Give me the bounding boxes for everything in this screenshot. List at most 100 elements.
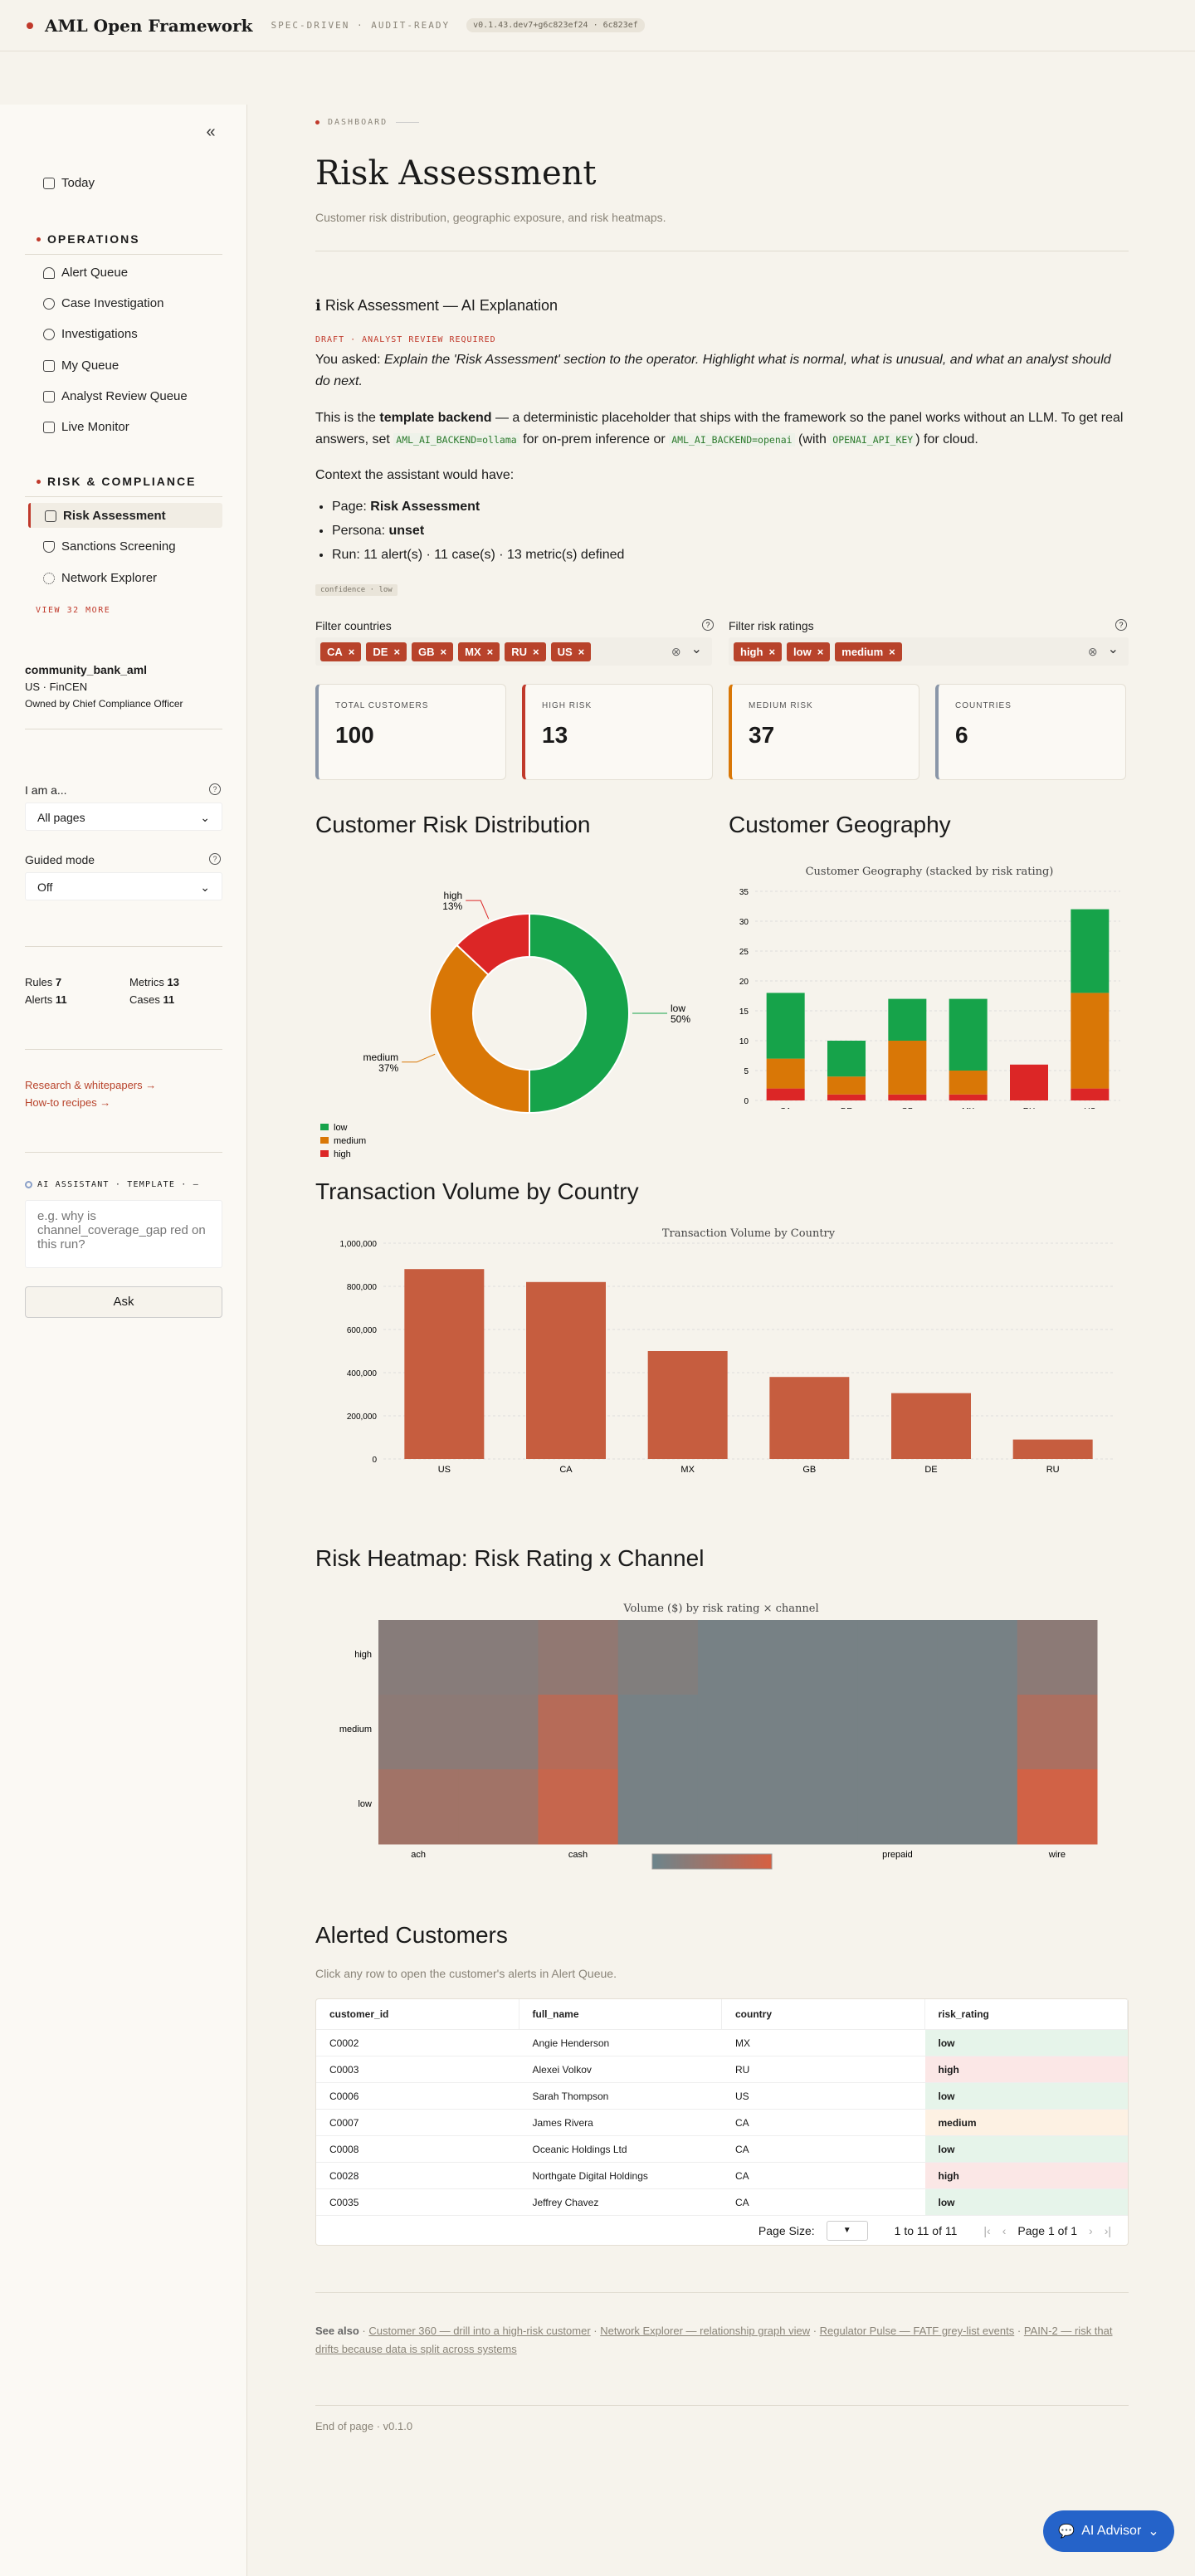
clear-filter-icon[interactable]: ⊗ [671,644,681,658]
last-page-icon[interactable]: ›| [1104,2223,1111,2237]
help-icon[interactable]: ? [1115,619,1127,631]
heatmap-cell[interactable] [937,1769,1018,1845]
column-header[interactable]: risk_rating [925,1999,1128,2029]
filter-chip[interactable]: high × [734,642,783,661]
heatmap-cell[interactable] [538,1620,619,1695]
heatmap-cell[interactable] [458,1695,539,1770]
bar-CA-medium[interactable] [766,1058,805,1089]
prev-page-icon[interactable]: ‹ [1002,2223,1007,2237]
table-row[interactable]: C0035 Jeffrey Chavez CA low [316,2188,1128,2215]
bar-US-high[interactable] [1071,1088,1110,1100]
heatmap-cell[interactable] [1017,1769,1098,1845]
filter-chip[interactable]: low × [787,642,831,661]
first-page-icon[interactable]: |‹ [983,2223,991,2237]
bar-US-medium[interactable] [1071,993,1110,1089]
sidebar-item-sanctions-screening[interactable]: Sanctions Screening [43,539,176,554]
bar-GB-low[interactable] [888,998,927,1041]
collapse-sidebar-icon[interactable]: « [206,123,216,141]
heatmap-cell[interactable] [1017,1695,1098,1770]
research-link[interactable]: Research & whitepapers → [25,1079,157,1091]
bar-MX-high[interactable] [949,1094,988,1100]
see-also-link[interactable]: Customer 360 — drill into a high-risk cu… [368,2325,591,2337]
filter-chip[interactable]: US × [550,642,592,661]
heatmap-cell[interactable] [857,1695,939,1770]
column-header[interactable]: full_name [519,1999,722,2029]
assistant-input[interactable] [25,1200,222,1268]
remove-chip-icon[interactable]: × [889,645,895,658]
see-also-link[interactable]: Network Explorer — relationship graph vi… [600,2325,811,2337]
recipes-link[interactable]: How-to recipes → [25,1096,111,1109]
bar-US-low[interactable] [1071,909,1110,993]
sidebar-item-case-investigation[interactable]: Case Investigation [43,296,163,310]
filter-chip[interactable]: medium × [835,642,902,661]
sidebar-item-risk-assessment[interactable]: Risk Assessment [45,509,166,523]
heatmap-cell[interactable] [778,1620,858,1695]
table-row[interactable]: C0002 Angie Henderson MX low [316,2029,1128,2056]
heatmap-cell[interactable] [778,1769,858,1845]
heatmap-cell[interactable] [617,1769,699,1845]
heatmap-cell[interactable] [378,1769,459,1845]
bar-DE-medium[interactable] [827,1076,866,1095]
remove-chip-icon[interactable]: × [768,645,776,658]
filter-chip[interactable]: GB × [412,642,454,661]
heatmap-cell[interactable] [538,1769,619,1845]
see-also-link[interactable]: PAIN-2 — risk that drifts because data i… [315,2325,1113,2355]
remove-chip-icon[interactable]: × [393,645,401,658]
heatmap-cell[interactable] [778,1695,858,1770]
heatmap-cell[interactable] [937,1620,1018,1695]
filter-chip[interactable]: RU × [505,642,546,661]
heatmap-cell[interactable] [378,1695,459,1770]
brand-title[interactable]: AML Open Framework [45,15,253,36]
heatmap-cell[interactable] [697,1769,778,1845]
bar-GB-high[interactable] [888,1094,927,1100]
heatmap-cell[interactable] [458,1769,539,1845]
bar-DE-low[interactable] [827,1041,866,1077]
bar-US[interactable] [404,1269,485,1459]
filter-chip[interactable]: CA × [320,642,362,661]
help-icon[interactable]: ? [702,619,714,631]
bar-MX[interactable] [647,1351,728,1459]
remove-chip-icon[interactable]: × [817,645,824,658]
bar-RU-high[interactable] [1010,1064,1048,1100]
ask-button[interactable]: Ask [25,1286,222,1318]
country-filter-select[interactable]: CA × DE × GB × MX × RU × US × ⊗ ⌄ [315,637,712,666]
column-header[interactable]: customer_id [316,1999,519,2029]
sidebar-item-live-monitor[interactable]: Live Monitor [43,420,129,434]
bar-CA-low[interactable] [766,993,805,1059]
heatmap-cell[interactable] [378,1620,459,1695]
filter-chip[interactable]: DE × [366,642,407,661]
sidebar-item-my-queue[interactable]: My Queue [43,359,119,373]
chevron-down-icon[interactable]: ⌄ [1107,642,1119,656]
guided-mode-select[interactable]: Off ⌄ [25,872,222,900]
table-row[interactable]: C0003 Alexei Volkov RU high [316,2056,1128,2082]
pie-slice-medium[interactable] [429,944,530,1115]
remove-chip-icon[interactable]: × [578,645,585,658]
bar-GB[interactable] [769,1377,850,1459]
chevron-down-icon[interactable]: ⌄ [690,642,702,656]
bar-MX-medium[interactable] [949,1071,988,1095]
table-row[interactable]: C0008 Oceanic Holdings Ltd CA low [316,2135,1128,2162]
sidebar-item-alert-queue[interactable]: Alert Queue [43,266,128,280]
view-more-link[interactable]: VIEW 32 MORE [36,606,111,615]
heatmap-cell[interactable] [617,1620,699,1695]
heatmap-cell[interactable] [538,1695,619,1770]
pie-slice-high[interactable] [456,912,530,976]
page-size-select[interactable]: ▼ [826,2220,868,2241]
ai-advisor-button[interactable]: 💬 AI Advisor ⌄ [1043,2510,1174,2552]
clear-filter-icon[interactable]: ⊗ [1087,644,1098,658]
remove-chip-icon[interactable]: × [486,645,494,658]
pie-slice-low[interactable] [529,912,630,1115]
bar-CA-high[interactable] [766,1088,805,1100]
bar-MX-low[interactable] [949,998,988,1071]
sidebar-item-investigations[interactable]: Investigations [43,327,138,341]
rating-filter-select[interactable]: high × low × medium × ⊗ ⌄ [729,637,1129,666]
heatmap-cell[interactable] [937,1695,1018,1770]
filter-chip[interactable]: MX × [458,642,500,661]
bar-DE[interactable] [891,1393,971,1459]
column-header[interactable]: country [722,1999,925,2029]
heatmap-cell[interactable] [697,1695,778,1770]
sidebar-item-analyst-review-queue[interactable]: Analyst Review Queue [43,389,188,403]
heatmap-cell[interactable] [617,1695,699,1770]
sidebar-item-network-explorer[interactable]: Network Explorer [43,571,157,585]
remove-chip-icon[interactable]: × [440,645,447,658]
